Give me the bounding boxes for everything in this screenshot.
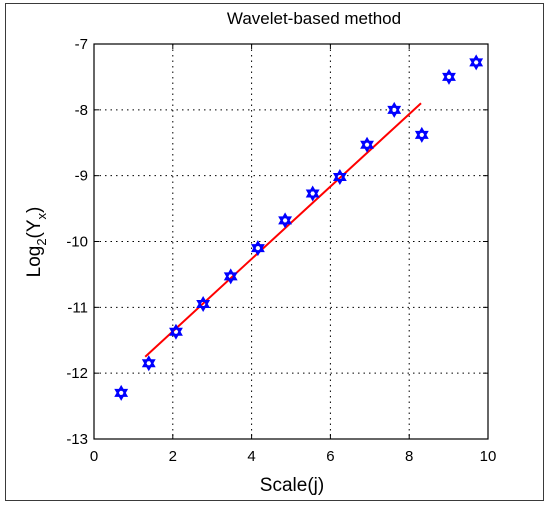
marker-triangle-down [387,105,402,118]
data-point [332,168,347,185]
x-tick-label: 2 [169,448,177,465]
data-point [169,323,183,340]
data-point [469,54,484,71]
data-point [442,68,456,85]
y-tick-label: -7 [75,36,88,53]
y-tick-label: -10 [66,234,88,251]
plot-area [94,44,488,439]
marker-triangle-up [442,68,456,81]
y-axis-label: Log2(Yx) [24,207,49,278]
marker-triangle-up [360,136,374,149]
marker-triangle-down [414,130,429,143]
y-label-main: Log [24,246,45,278]
marker-triangle-up [278,212,293,225]
marker-triangle-up [469,54,484,67]
fit-line [144,102,422,358]
y-tick-label: -12 [66,365,88,382]
marker-triangle-up [169,323,183,336]
marker-triangle-down [332,172,347,185]
data-point [114,384,129,401]
data-point [278,212,293,229]
x-tick-label: 8 [405,448,413,465]
y-label-subscript: 2 [34,238,49,245]
data-point [360,136,374,153]
marker-triangle-down [469,58,484,71]
marker-triangle-up [141,355,156,368]
marker-triangle-down [114,388,129,401]
marker-triangle-down [442,72,456,85]
plot-border [93,43,489,440]
data-point [414,126,429,143]
marker-triangle-up [223,268,238,281]
y-tick-label: -8 [75,102,88,119]
marker-triangle-down [305,189,320,202]
marker-triangle-down [196,300,211,313]
x-tick-label: 10 [480,448,497,465]
fit-line-series [144,102,422,358]
data-point [141,355,156,372]
marker-triangle-down [360,140,374,153]
marker-triangle-down [169,327,183,340]
x-axis-label: Scale(j) [260,475,324,496]
chart-title: Wavelet-based method [227,9,401,28]
y-label-open: (Y [24,219,45,238]
marker-triangle-up [332,168,347,181]
x-tick-label: 4 [247,448,255,465]
marker-triangle-down [223,272,238,285]
marker-triangle-up [305,185,320,198]
y-label-subsubscript: x [34,212,49,219]
marker-triangle-down [250,244,265,257]
data-point [223,268,238,285]
marker-triangle-down [278,216,293,229]
marker-triangle-up [114,384,129,397]
y-tick-label: -11 [67,299,88,316]
marker-triangle-up [250,240,265,253]
x-tick-label: 0 [90,448,98,465]
y-tick-label: -13 [66,431,88,448]
marker-triangle-down [141,359,156,372]
marker-triangle-up [196,296,211,309]
data-point [196,296,211,313]
data-point [387,101,402,118]
x-tick-label: 6 [326,448,334,465]
data-point-series [114,54,484,401]
marker-triangle-up [414,126,429,139]
y-label-close: ) [24,207,45,213]
data-point [250,240,265,257]
tick-labels: 0 2 4 6 8 10 -13 -12 -11 -10 -9 -8 -7 [66,36,496,465]
data-point [305,185,320,202]
y-tick-label: -9 [75,168,88,185]
marker-triangle-up [387,101,402,114]
